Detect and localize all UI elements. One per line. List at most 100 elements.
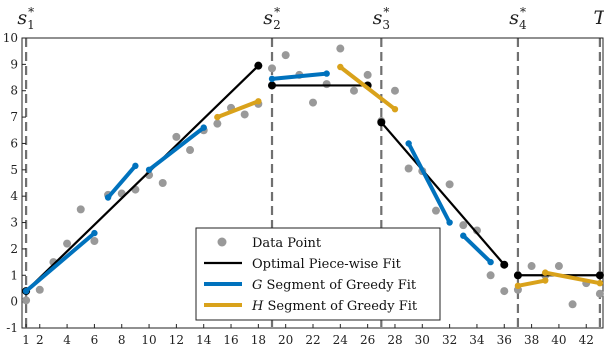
x-tick-label: 20 <box>278 333 293 347</box>
data-point <box>445 180 454 189</box>
data-point <box>268 64 277 73</box>
legend-marker <box>217 237 227 247</box>
data-point <box>281 51 290 60</box>
y-axis: -1 0 1 2 3 4 5 6 7 8 9 10 <box>3 31 26 335</box>
greedy-fit-segment <box>544 270 601 286</box>
greedy-fit-endpoint <box>446 219 453 226</box>
greedy-fit-endpoint <box>104 194 112 201</box>
y-tick-label: 3 <box>10 216 18 230</box>
greedy-fit-endpoint <box>405 140 412 147</box>
greedy-fit-endpoint <box>391 105 399 113</box>
greedy-fit-endpoint <box>268 75 276 83</box>
y-tick-label: 2 <box>10 242 18 256</box>
y-tick-label: 9 <box>10 57 18 71</box>
breakpoint-label: s* 1 <box>17 5 34 32</box>
data-point <box>322 80 331 89</box>
data-point <box>186 146 195 155</box>
greedy-fit-endpoint <box>323 70 330 77</box>
data-point <box>158 179 167 187</box>
x-tick-label: 26 <box>360 333 375 347</box>
x-tick-label: 1 <box>22 333 30 347</box>
greedy-fit-segment <box>406 142 452 224</box>
legend-label: G Segment of Greedy Fit <box>252 278 417 293</box>
legend: Data Point Optimal Piece-wise Fit G Segmen… <box>195 227 441 321</box>
breakpoint-labels: s*1 s*2 s*3 s*4 T <box>17 5 604 32</box>
y-tick-label: 4 <box>10 189 18 203</box>
y-tick-label: 7 <box>10 110 18 124</box>
data-point <box>90 237 99 245</box>
data-point <box>309 98 317 107</box>
greedy-fit-endpoint <box>596 279 604 287</box>
greedy-fit-segment <box>461 234 492 264</box>
x-tick-label: 2 <box>36 333 44 347</box>
optimal-fit-endpoint <box>268 81 277 90</box>
fit-lines <box>22 61 604 296</box>
legend-label: H Segment of Greedy Fit <box>251 299 418 314</box>
data-point <box>363 70 372 79</box>
y-tick-label: 6 <box>10 136 18 150</box>
optimal-fit-segment <box>380 121 506 266</box>
greedy-fit-endpoint <box>255 98 262 105</box>
data-point <box>404 164 413 173</box>
data-point <box>336 44 345 53</box>
y-tick-label: -1 <box>6 321 18 335</box>
greedy-fit-segment <box>106 164 137 199</box>
x-tick-label: 24 <box>333 333 349 347</box>
x-tick-label: 8 <box>118 333 126 347</box>
breakpoint-label: s* 3 <box>373 5 390 32</box>
greedy-fit-segment <box>147 126 205 172</box>
x-tick-label: 34 <box>469 333 485 347</box>
data-point <box>568 300 577 309</box>
data-point <box>240 110 249 119</box>
data-point <box>431 206 440 215</box>
greedy-fit-endpoint <box>91 229 98 237</box>
data-point <box>459 221 468 230</box>
data-point <box>22 296 31 305</box>
x-tick-label: 38 <box>524 333 539 347</box>
x-tick-label: 32 <box>442 333 457 347</box>
greedy-fit-endpoint <box>514 282 522 290</box>
y-tick-label: 0 <box>10 295 18 309</box>
data-point <box>63 239 72 248</box>
greedy-fit-endpoint <box>542 277 549 284</box>
greedy-fit-endpoint <box>145 166 153 174</box>
x-tick-label: 14 <box>196 333 212 347</box>
data-point <box>213 119 222 128</box>
x-tick-label: 6 <box>91 333 99 347</box>
breakpoint-label: s* 2 <box>263 5 280 32</box>
y-tick-label: 8 <box>10 84 18 98</box>
data-point <box>486 271 495 280</box>
x-tick-label: 4 <box>63 333 71 347</box>
y-tick-label: 1 <box>10 268 18 282</box>
data-point <box>500 287 509 296</box>
legend-label: Data Point <box>252 236 322 251</box>
x-tick-label: 12 <box>169 333 184 347</box>
greedy-fit-segment <box>517 278 546 288</box>
x-tick-label: 30 <box>415 333 430 347</box>
greedy-fit-endpoint <box>487 258 494 266</box>
x-tick-label: 40 <box>551 333 566 347</box>
data-point <box>595 289 604 298</box>
x-tick-label: 22 <box>305 333 320 347</box>
optimal-fit-endpoint <box>377 118 386 127</box>
greedy-fit-segment <box>271 71 327 81</box>
data-point <box>172 132 181 141</box>
data-point <box>527 262 536 271</box>
data-point <box>35 285 44 294</box>
legend-label: Optimal Piece-wise Fit <box>252 257 402 272</box>
optimal-fit-segment <box>25 64 260 292</box>
x-tick-label: 28 <box>387 333 402 347</box>
y-tick-label: 10 <box>3 31 18 45</box>
greedy-fit-endpoint <box>337 63 344 71</box>
y-tick-label: 5 <box>10 163 18 177</box>
greedy-fit-segment <box>24 231 96 293</box>
x-axis: 1 2 4 6 8 10 12 14 16 18 20 22 24 26 28 30 32 34 36 38 40 42 <box>22 324 594 347</box>
breakpoint-label: T <box>594 7 604 29</box>
data-point <box>349 86 358 95</box>
greedy-fit-endpoint <box>214 113 221 121</box>
greedy-fit-endpoint <box>132 162 139 170</box>
greedy-fit-endpoint <box>22 287 30 295</box>
data-point <box>390 86 399 95</box>
optimal-fit-endpoint <box>500 260 509 269</box>
